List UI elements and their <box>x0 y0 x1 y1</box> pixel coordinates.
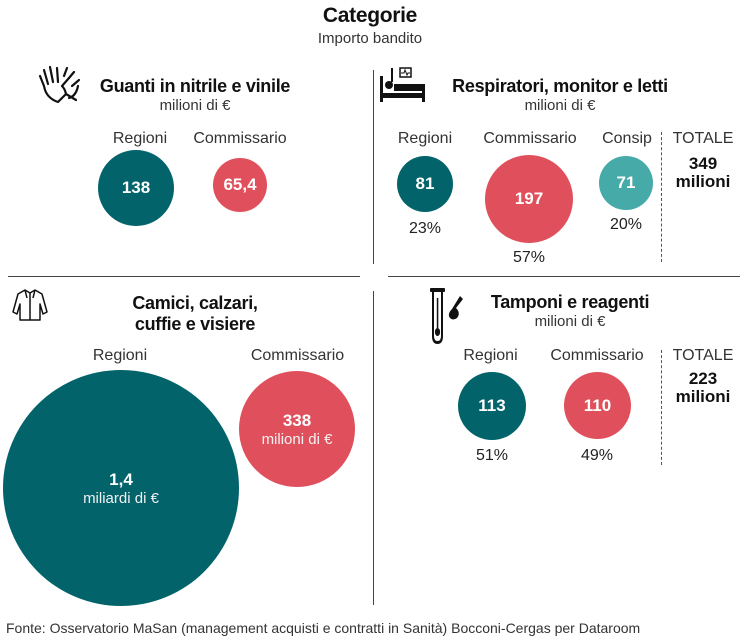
total-unit: milioni <box>675 172 731 191</box>
source-footer: Fonte: Osservatorio MaSan (management ac… <box>6 620 641 636</box>
bubble-regioni: 138 <box>98 150 174 226</box>
bubble-value: 71 <box>616 173 636 192</box>
pct-commissario: 57% <box>512 249 546 266</box>
total-separator <box>661 350 662 465</box>
panel-unit: milioni di € <box>524 97 596 114</box>
label-commissario: Commissario <box>193 130 287 147</box>
panel-unit: milioni di € <box>159 97 231 114</box>
bubble-value: 338 <box>282 410 312 430</box>
page-subtitle: Importo bandito <box>317 30 423 47</box>
bubble-value: 65,4 <box>223 175 257 194</box>
bubble-unit: milioni di € <box>261 430 333 448</box>
lab-coat-icon <box>12 289 48 321</box>
bubble-value: 81 <box>415 174 435 193</box>
bubble-unit: miliardi di € <box>83 489 159 507</box>
bubble-commissario: 110 <box>564 372 631 439</box>
vertical-divider-top <box>373 70 374 264</box>
bubble-commissario: 338 milioni di € <box>239 371 355 487</box>
bubble-value: 138 <box>121 178 151 197</box>
panel-title-line1: Camici, calzari, <box>132 293 258 313</box>
hospital-bed-icon <box>380 67 425 102</box>
bubble-value: 197 <box>514 189 544 208</box>
label-regioni: Regioni <box>92 347 148 364</box>
label-commissario: Commissario <box>483 130 577 147</box>
pct-regioni: 51% <box>475 447 509 464</box>
panel-title: Guanti in nitrile e vinile <box>99 76 291 96</box>
total-label: TOTALE <box>672 347 734 364</box>
bubble-value: 1,4 <box>109 469 133 489</box>
panel-title-line2: cuffie e visiere <box>134 314 256 334</box>
label-regioni: Regioni <box>397 130 453 147</box>
horizontal-divider-left <box>8 276 360 277</box>
label-commissario: Commissario <box>250 347 345 364</box>
bubble-value: 113 <box>478 396 506 415</box>
bubble-regioni: 113 <box>458 372 526 440</box>
total-value: 223 <box>688 369 718 388</box>
total-separator <box>661 132 662 262</box>
bubble-commissario: 197 <box>485 155 573 243</box>
total-label: TOTALE <box>672 130 734 147</box>
panel-title: Respiratori, monitor e letti <box>452 76 668 96</box>
label-commissario: Commissario <box>550 347 644 364</box>
pct-consip: 20% <box>609 216 643 233</box>
bubble-regioni: 1,4 miliardi di € <box>3 370 239 606</box>
label-regioni: Regioni <box>112 130 168 147</box>
pct-regioni: 23% <box>408 220 442 237</box>
panel-unit: milioni di € <box>534 313 606 330</box>
total-unit: milioni <box>675 387 731 406</box>
horizontal-divider-right <box>388 276 740 277</box>
bubble-regioni: 81 <box>397 156 453 212</box>
total-value: 349 <box>688 154 718 173</box>
label-regioni: Regioni <box>463 347 518 364</box>
vertical-divider-bottom <box>373 291 374 605</box>
bubble-commissario: 65,4 <box>213 158 267 212</box>
panel-title: Tamponi e reagenti <box>490 292 650 312</box>
page-title: Categorie <box>322 4 418 27</box>
label-consip: Consip <box>602 130 652 147</box>
bubble-value: 110 <box>583 395 612 415</box>
gloves-icon <box>38 65 81 104</box>
bubble-consip: 71 <box>599 156 653 210</box>
pct-commissario: 49% <box>580 447 614 464</box>
test-tube-icon <box>430 288 463 344</box>
